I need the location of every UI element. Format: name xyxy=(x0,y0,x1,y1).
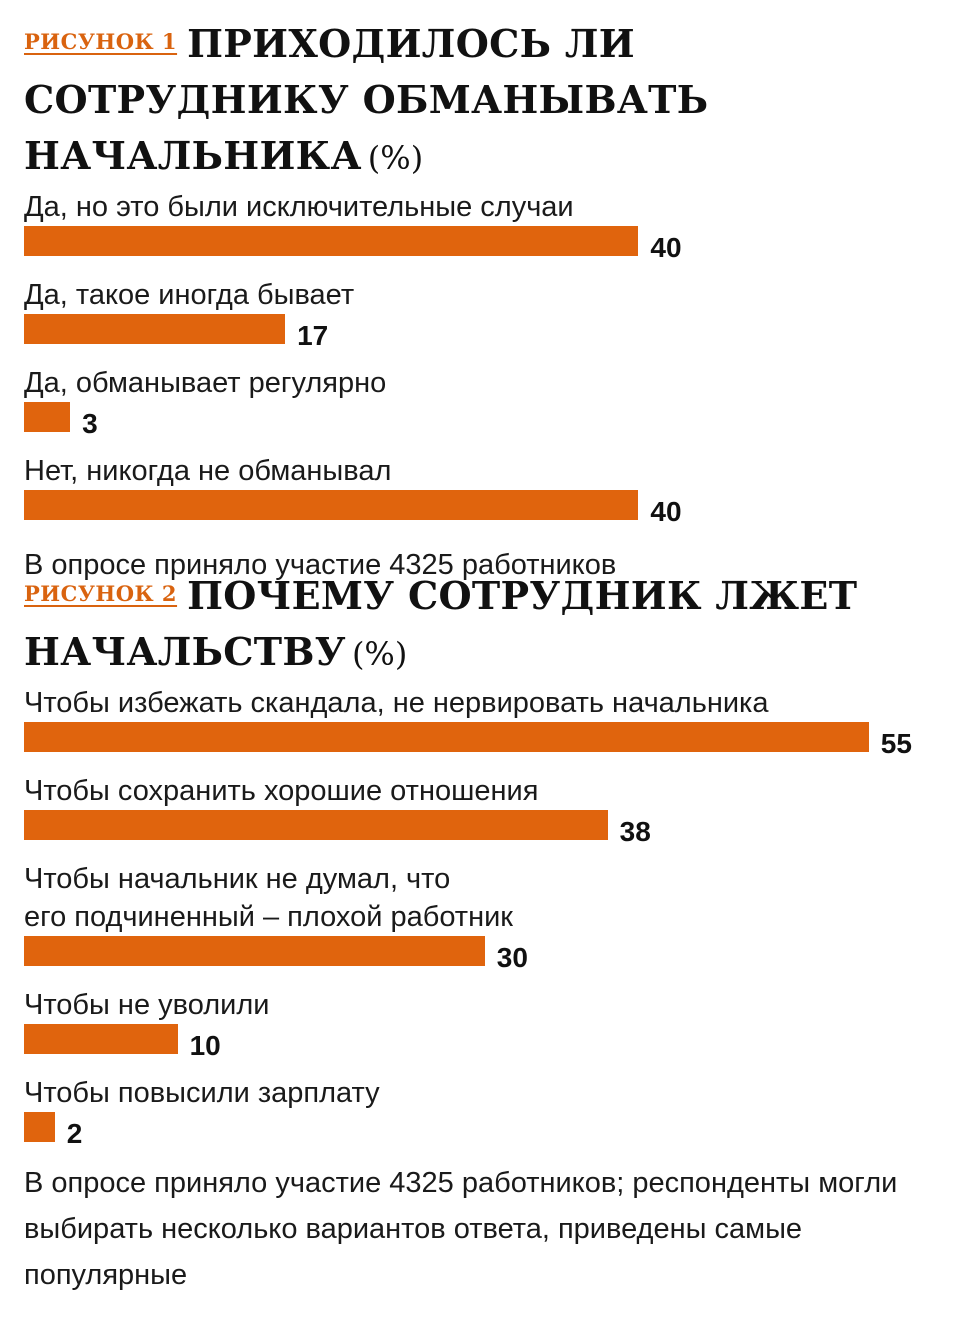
bar-row: Чтобы начальник не думал, что его подчин… xyxy=(24,860,964,986)
chart-1: РИСУНОК 1 ПРИХОДИЛОСЬ ЛИ СОТРУДНИКУ ОБМАН… xyxy=(24,16,964,588)
bar-list: Да, но это были исключительные случаи 40 Д… xyxy=(24,188,964,540)
bar-track: 17 xyxy=(24,314,964,364)
bar-row: Да, но это были исключительные случаи 40 xyxy=(24,188,964,276)
chart-title: ПРИХОДИЛОСЬ ЛИ СОТРУДНИКУ ОБМАНЫВАТЬ НАЧ… xyxy=(24,21,709,178)
chart-2-header: РИСУНОК 2 ПОЧЕМУ СОТРУДНИК ЛЖЕТ НАЧАЛЬСТВ… xyxy=(24,568,964,680)
bar-track: 30 xyxy=(24,936,964,986)
bar-track: 10 xyxy=(24,1024,964,1074)
bar xyxy=(24,402,71,432)
chart-note: В опросе приняло участие 4325 работников xyxy=(24,549,617,581)
bar-track: 40 xyxy=(24,490,964,540)
bar xyxy=(24,722,869,752)
bar xyxy=(24,226,639,256)
bar-track: 2 xyxy=(24,1112,964,1162)
bar-value: 55 xyxy=(880,728,912,759)
bar-row: Нет, никогда не обманывал 40 xyxy=(24,452,964,540)
figure-tag: РИСУНОК 1 xyxy=(24,29,178,54)
bar-track: 38 xyxy=(24,810,964,860)
bar-track: 55 xyxy=(24,722,964,772)
bar-label: Чтобы сохранить хорошие отношения xyxy=(24,775,539,807)
bar-list: Чтобы избежать скандала, не нервировать … xyxy=(24,684,964,1162)
bar-row: Чтобы не уволили 10 xyxy=(24,986,964,1074)
bar xyxy=(24,810,608,840)
bar-label: Чтобы начальник не думал, что его подчин… xyxy=(24,863,513,933)
bar xyxy=(24,490,639,520)
bar-row: Чтобы повысили зарплату 2 xyxy=(24,1074,964,1162)
bar-track: 40 xyxy=(24,226,964,276)
bar-value: 17 xyxy=(297,320,329,351)
bar xyxy=(24,1024,178,1054)
bar-label: Чтобы не уволили xyxy=(24,989,270,1021)
bar-row: Чтобы сохранить хорошие отношения 38 xyxy=(24,772,964,860)
bar-label: Нет, никогда не обманывал xyxy=(24,455,392,487)
unit-label: (%) xyxy=(367,139,424,177)
bar-value: 38 xyxy=(619,816,651,847)
bar-value: 10 xyxy=(189,1030,221,1061)
figure-tag: РИСУНОК 2 xyxy=(24,581,178,606)
bar-label: Да, обманывает регулярно xyxy=(24,367,387,399)
bar-row: Да, обманывает регулярно 3 xyxy=(24,364,964,452)
bar xyxy=(24,1112,55,1142)
bar-label: Чтобы избежать скандала, не нервировать … xyxy=(24,687,769,719)
bar xyxy=(24,314,286,344)
unit-label: (%) xyxy=(351,635,408,673)
bar-value: 30 xyxy=(496,942,528,973)
bar-label: Да, такое иногда бывает xyxy=(24,279,355,311)
bar-row: Да, такое иногда бывает 17 xyxy=(24,276,964,364)
bar-label: Да, но это были исключительные случаи xyxy=(24,191,574,223)
bar-label: Чтобы повысили зарплату xyxy=(24,1077,380,1109)
chart-1-header: РИСУНОК 1 ПРИХОДИЛОСЬ ЛИ СОТРУДНИКУ ОБМАН… xyxy=(24,16,964,184)
chart-2: РИСУНОК 2 ПОЧЕМУ СОТРУДНИК ЛЖЕТ НАЧАЛЬСТВ… xyxy=(24,568,964,1298)
bar xyxy=(24,936,485,966)
chart-title: ПОЧЕМУ СОТРУДНИК ЛЖЕТ НАЧАЛЬСТВУ xyxy=(24,573,858,674)
bar-value: 2 xyxy=(66,1118,83,1149)
bar-value: 40 xyxy=(650,232,682,263)
chart-note: В опросе приняло участие 4325 работников… xyxy=(24,1167,898,1291)
bar-row: Чтобы избежать скандала, не нервировать … xyxy=(24,684,964,772)
bar-track: 3 xyxy=(24,402,964,452)
bar-value: 3 xyxy=(82,408,98,439)
bar-value: 40 xyxy=(650,496,682,527)
